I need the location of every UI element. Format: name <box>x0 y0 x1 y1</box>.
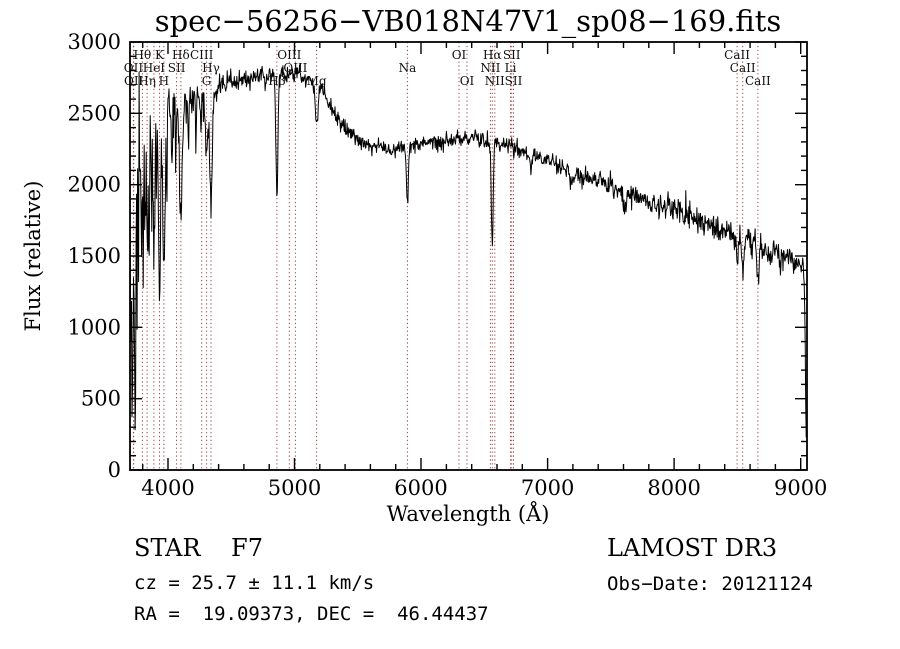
x-axis-label: Wavelength (Å) <box>387 501 550 526</box>
line-label-Mg: Mg <box>307 74 327 88</box>
x-tick-label: 9000 <box>774 476 827 500</box>
line-label-K: K <box>155 48 165 62</box>
redshift-text: cz = 25.7 ± 11.1 km/s <box>134 572 375 594</box>
line-label-Hδ: Hδ <box>172 48 190 62</box>
line-label-NII: NII <box>480 61 500 75</box>
line-label-OII: OII <box>124 61 144 75</box>
x-tick-label: 6000 <box>394 476 447 500</box>
line-label-CaII: CaII <box>730 61 756 75</box>
y-tick-label: 3000 <box>68 30 121 54</box>
line-label-HeI: HeI <box>143 61 166 75</box>
classification-text: STAR F7 <box>134 534 263 562</box>
coordinates-text: RA = 19.09373, DEC = 46.44437 <box>134 603 489 625</box>
line-label-Na: Na <box>399 61 417 75</box>
survey-text: LAMOST DR3 <box>607 534 778 562</box>
x-tick-label: 5000 <box>268 476 321 500</box>
line-label-CaII: CaII <box>724 48 750 62</box>
obs-date-text: Obs−Date: 20121124 <box>607 573 813 595</box>
line-label-Hγ: Hγ <box>202 61 220 75</box>
y-tick-label: 1000 <box>68 315 121 339</box>
spectral-line-markers <box>132 42 759 470</box>
axes-ticks <box>130 41 807 471</box>
line-label-OIII: OIII <box>277 48 301 62</box>
line-label-OII: OII <box>124 74 144 88</box>
y-tick-label: 2000 <box>68 173 121 197</box>
line-label-SII: SII <box>168 61 186 75</box>
line-label-Hα: Hα <box>483 48 502 62</box>
y-tick-label: 0 <box>108 458 121 482</box>
y-axis-label: Flux (relative) <box>21 181 45 332</box>
tick-labels: 4000 5000 6000 7000 8000 9000 0 500 1000 1500 2000… <box>68 30 828 500</box>
line-label-Hθ: Hθ <box>134 48 152 62</box>
line-label-OIII: OIII <box>283 61 307 75</box>
line-label-Li: Li <box>505 61 517 75</box>
y-tick-label: 500 <box>81 387 121 411</box>
line-label-OI: OI <box>452 48 467 62</box>
line-label-Hη: Hη <box>138 74 156 88</box>
spectrum-trace <box>129 64 807 438</box>
line-label-Hβ: Hβ <box>268 74 285 88</box>
line-label-CIII: CIII <box>190 48 214 62</box>
line-label-CaII: CaII <box>745 74 771 88</box>
x-tick-label: 7000 <box>521 476 574 500</box>
line-label-H: H <box>159 74 169 88</box>
line-label-G: G <box>202 74 212 88</box>
line-label-SII: SII <box>503 48 521 62</box>
y-tick-label: 2500 <box>68 101 121 125</box>
x-tick-label: 8000 <box>647 476 700 500</box>
y-tick-label: 1500 <box>68 244 121 268</box>
chart-title: spec−56256−VB018N47V1_sp08−169.fits <box>155 4 782 39</box>
line-label-OI: OI <box>460 74 475 88</box>
line-label-SII: SII <box>505 74 523 88</box>
plot-border <box>129 41 808 471</box>
x-tick-label: 4000 <box>141 476 194 500</box>
line-label-NII: NII <box>485 74 505 88</box>
